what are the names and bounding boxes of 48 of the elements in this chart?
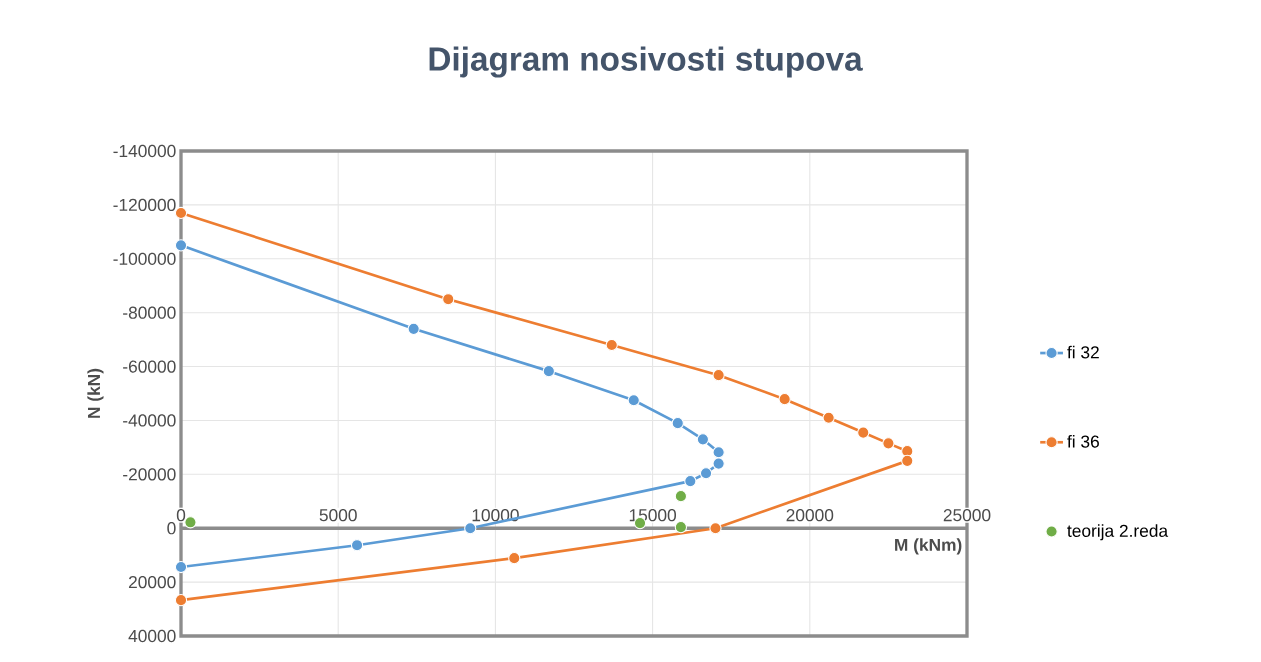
y-tick-label: 40000 (128, 629, 176, 643)
point (184, 516, 197, 529)
point (508, 552, 521, 565)
point (627, 394, 640, 407)
point (712, 446, 725, 459)
y-tick-label: 0 (167, 522, 176, 535)
y-tick-label: -60000 (123, 360, 176, 373)
point (684, 474, 697, 488)
point (712, 457, 725, 470)
point (407, 322, 420, 335)
y-tick-label: -100000 (113, 252, 176, 265)
point (674, 490, 688, 503)
point (709, 522, 722, 535)
x-tick-label: 25000 (943, 509, 991, 522)
point (674, 521, 688, 534)
y-tick-label: -120000 (113, 198, 176, 212)
point (699, 467, 713, 480)
point (778, 393, 791, 406)
y-tick-label: -140000 (113, 144, 176, 158)
y-axis-title: N (kN) (87, 368, 104, 418)
point (350, 539, 364, 552)
y-tick-label: -40000 (123, 414, 176, 427)
point (671, 417, 684, 430)
point (464, 522, 477, 535)
point (696, 433, 710, 446)
x-axis-title: M (kNm) (895, 538, 962, 555)
point (605, 338, 618, 352)
point (174, 594, 188, 607)
y-tick-label: 20000 (128, 575, 176, 589)
legend-label: fi 32 (1067, 345, 1099, 359)
point (712, 369, 725, 382)
point (542, 365, 555, 378)
legend-label: teorija 2.reda (1067, 524, 1169, 541)
point (174, 206, 188, 220)
x-tick-label: 20000 (786, 509, 834, 522)
point (442, 293, 455, 306)
y-tick-label: -80000 (123, 306, 176, 319)
point (174, 239, 188, 252)
point (174, 560, 188, 574)
x-tick-label: 5000 (319, 509, 357, 522)
y-tick-label: -20000 (123, 468, 176, 481)
legend-label: fi 36 (1067, 434, 1099, 448)
x-tick-label: 0 (176, 509, 186, 522)
chart-title: Dijagram nosivosti stupova (429, 46, 863, 78)
point (882, 437, 895, 450)
point (822, 411, 835, 424)
point (901, 454, 914, 468)
point (857, 426, 870, 439)
